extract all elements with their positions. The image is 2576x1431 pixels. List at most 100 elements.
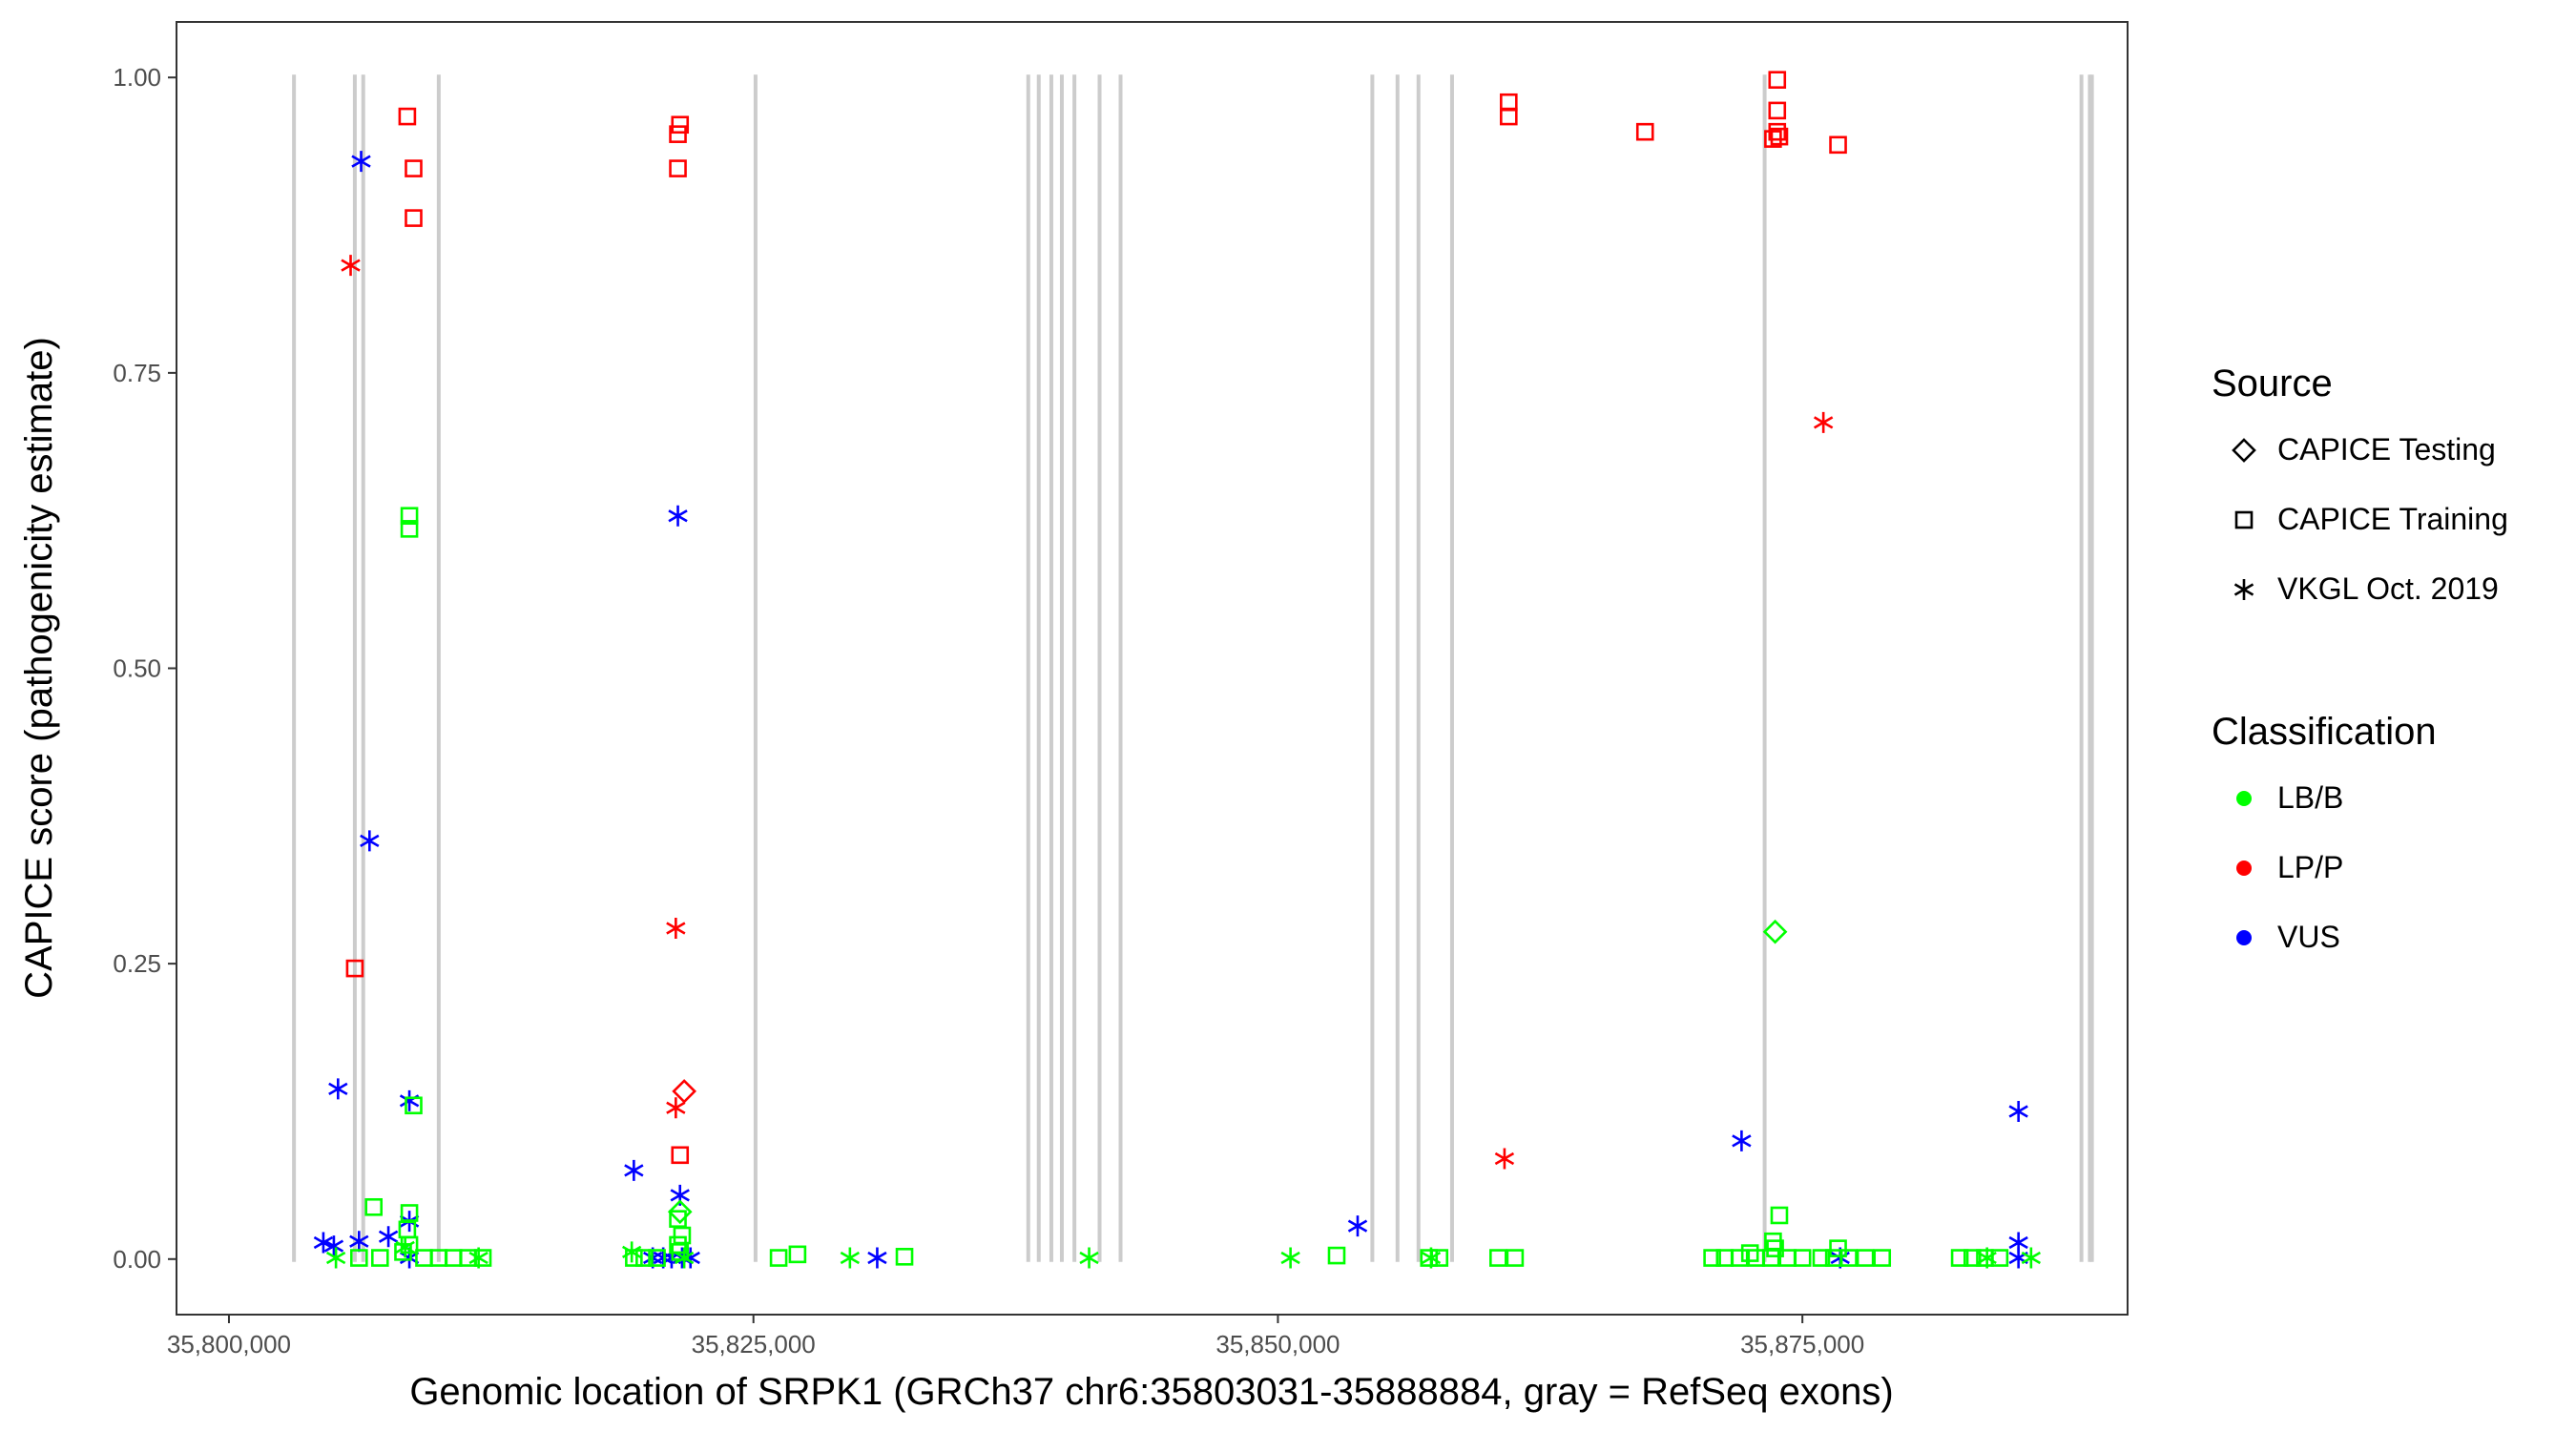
data-point bbox=[1494, 1148, 1515, 1170]
exon-lines bbox=[292, 74, 2094, 1262]
legend-key-dot bbox=[2236, 930, 2252, 945]
data-point bbox=[1768, 101, 1787, 120]
data-point bbox=[666, 917, 686, 939]
data-point bbox=[313, 1232, 334, 1254]
data-point bbox=[1770, 1206, 1789, 1225]
data-point bbox=[323, 1235, 344, 1257]
data-point bbox=[1730, 1249, 1749, 1267]
data-point bbox=[624, 1159, 644, 1181]
legend-key-dot bbox=[2236, 791, 2252, 806]
data-point bbox=[1703, 1249, 1721, 1267]
legend-class-label-vus: VUS bbox=[2277, 920, 2340, 954]
y-tick-label: 0.00 bbox=[113, 1245, 161, 1274]
legend-classification-title: Classification bbox=[2212, 711, 2437, 753]
data-point bbox=[1500, 107, 1518, 126]
data-point bbox=[1732, 1130, 1752, 1151]
data-point bbox=[349, 1231, 369, 1253]
data-point bbox=[769, 1249, 788, 1267]
data-point bbox=[405, 1096, 423, 1115]
data-point bbox=[1740, 1244, 1759, 1262]
data-point bbox=[1768, 71, 1787, 89]
data-point bbox=[671, 1146, 690, 1165]
data-point bbox=[674, 1247, 695, 1269]
legend-class-label-lbb: LB/B bbox=[2277, 780, 2343, 815]
data-point bbox=[1421, 1247, 1442, 1269]
data-point bbox=[400, 1204, 419, 1222]
y-axis-title: CAPICE score (pathogenicity estimate) bbox=[18, 337, 60, 999]
data-point bbox=[1770, 127, 1789, 146]
legend-key-square bbox=[2234, 510, 2254, 529]
data-point bbox=[1963, 1249, 1982, 1267]
data-point bbox=[1489, 1249, 1507, 1267]
data-point bbox=[1327, 1246, 1346, 1265]
legend-key-diamond bbox=[2232, 438, 2256, 463]
legend-source-keys bbox=[2232, 438, 2256, 600]
data-point bbox=[867, 1247, 887, 1269]
data-point bbox=[840, 1247, 861, 1269]
data-point bbox=[1764, 130, 1782, 148]
data-point bbox=[667, 1199, 693, 1225]
data-point bbox=[1280, 1247, 1300, 1269]
y-tick-label: 0.75 bbox=[113, 359, 161, 387]
data-point bbox=[405, 209, 423, 227]
data-point bbox=[666, 1097, 686, 1119]
data-point bbox=[621, 1241, 642, 1263]
data-point bbox=[1813, 411, 1834, 433]
data-point bbox=[673, 1226, 692, 1245]
data-point bbox=[669, 159, 687, 177]
data-point bbox=[1873, 1249, 1892, 1267]
data-point bbox=[400, 520, 419, 538]
data-point bbox=[1420, 1249, 1439, 1267]
y-tick-label: 0.50 bbox=[113, 654, 161, 683]
y-tick-label: 1.00 bbox=[113, 63, 161, 92]
data-point bbox=[671, 115, 690, 135]
data-point bbox=[1812, 1249, 1831, 1267]
data-point bbox=[668, 505, 688, 527]
data-point bbox=[1766, 1239, 1784, 1257]
data-point bbox=[468, 1247, 488, 1269]
data-point bbox=[635, 1249, 654, 1267]
data-point bbox=[328, 1078, 348, 1100]
legend-source-label-training: CAPICE Training bbox=[2277, 502, 2508, 536]
x-tick-label: 35,800,000 bbox=[167, 1330, 291, 1358]
data-point bbox=[1761, 1249, 1780, 1267]
data-point bbox=[398, 107, 417, 126]
data-point bbox=[360, 830, 380, 852]
data-point bbox=[1762, 919, 1788, 944]
data-point bbox=[1990, 1249, 2009, 1267]
data-point bbox=[2008, 1100, 2028, 1122]
data-point bbox=[341, 255, 361, 277]
data-point bbox=[1793, 1249, 1812, 1267]
data-point bbox=[1856, 1249, 1875, 1267]
data-point bbox=[394, 1243, 412, 1261]
legend-key-asterisk bbox=[2233, 579, 2254, 600]
data-point bbox=[395, 1236, 415, 1258]
data-point bbox=[370, 1249, 389, 1267]
legend-source-title: Source bbox=[2212, 363, 2333, 404]
legend-key-dot bbox=[2236, 861, 2252, 876]
data-point bbox=[2021, 1247, 2042, 1269]
data-point bbox=[378, 1226, 399, 1248]
data-point bbox=[1977, 1247, 1997, 1269]
data-point bbox=[400, 507, 419, 526]
data-point bbox=[648, 1249, 666, 1267]
data-points bbox=[313, 71, 2042, 1269]
data-point bbox=[345, 959, 364, 978]
data-point bbox=[1347, 1215, 1368, 1237]
data-point bbox=[672, 1079, 696, 1104]
x-tick-label: 35,825,000 bbox=[692, 1330, 816, 1358]
data-point bbox=[350, 1249, 368, 1267]
x-axis-title: Genomic location of SRPK1 (GRCh37 chr6:3… bbox=[409, 1371, 1893, 1413]
data-point bbox=[1829, 1239, 1847, 1257]
data-point bbox=[473, 1249, 492, 1267]
legend-classification-keys bbox=[2236, 791, 2252, 945]
data-point bbox=[1839, 1249, 1858, 1267]
data-point bbox=[669, 125, 687, 143]
data-point bbox=[669, 1210, 687, 1228]
data-point bbox=[1950, 1249, 1969, 1267]
legend: Source CAPICE Testing CAPICE Training VK… bbox=[2212, 363, 2508, 954]
legend-source-label-vkgl: VKGL Oct. 2019 bbox=[2277, 571, 2499, 606]
data-point bbox=[1506, 1249, 1525, 1267]
